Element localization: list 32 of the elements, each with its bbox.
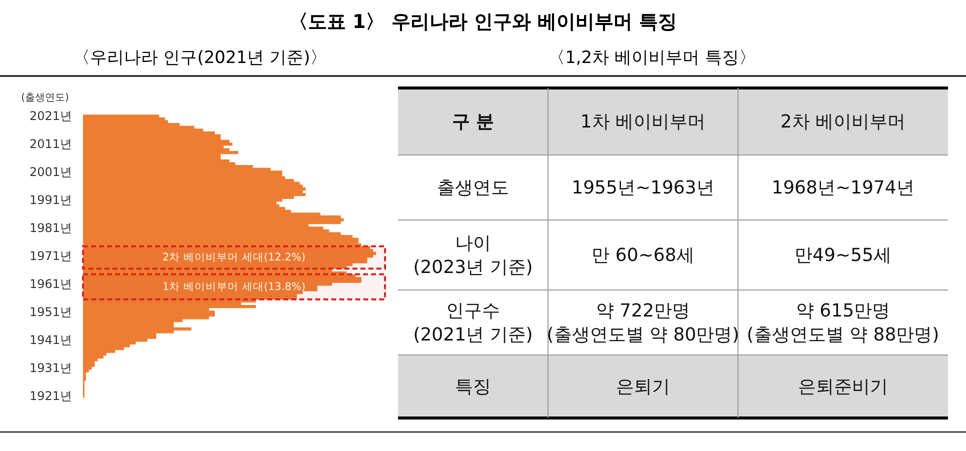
band-label: 2차 베이비부머 세대(12.2%) (162, 251, 306, 264)
text: 특징 (455, 376, 491, 397)
text: 2차 베이비부머 (780, 111, 906, 132)
text: 만49~55세 (794, 244, 892, 266)
y-tick-label: 1991년 (29, 193, 72, 207)
y-tick-label: 1981년 (29, 221, 72, 235)
text: 약 722만명 (출생연도별 약 80만명) (546, 300, 740, 345)
y-tick-label: 2011년 (29, 137, 72, 151)
text: 구 분 (452, 111, 494, 132)
y-tick-label: 2021년 (29, 109, 72, 123)
text: 만 60~68세 (592, 244, 694, 266)
text: 은퇴준비기 (798, 376, 888, 397)
text: 〈도표 1〉 우리나라 인구와 베이비부머 특징 (288, 11, 678, 33)
y-tick-label: 1961년 (29, 277, 72, 291)
y-tick-label: 1951년 (29, 305, 72, 319)
text: 나이 (2023년 기준) (413, 232, 533, 278)
text: 1955년~1963년 (572, 177, 714, 198)
text: 〈1,2차 베이비부머 특징〉 (548, 48, 756, 68)
text: 약 615만명 (출생연도별 약 88만명) (746, 300, 940, 345)
y-tick-label: 1941년 (29, 333, 72, 347)
text: 은퇴기 (616, 376, 670, 397)
y-tick-label: 1921년 (29, 389, 72, 403)
text: 출생연도 (437, 177, 509, 198)
text: 1차 베이비부머 (580, 111, 706, 132)
chart-subtitle: 〈우리나라 인구(2021년 기준)〉 (72, 48, 328, 68)
y-tick-label: 2001년 (29, 165, 72, 179)
text: 1968년~1974년 (772, 177, 914, 198)
text: 인구수 (2021년 기준) (413, 300, 533, 345)
y-tick-label: 1971년 (29, 249, 72, 263)
y-tick-label: 1931년 (29, 361, 72, 375)
band-label: 1차 베이비부머 세대(13.8%) (162, 280, 306, 293)
y-axis-title: (출생연도) (21, 92, 69, 104)
